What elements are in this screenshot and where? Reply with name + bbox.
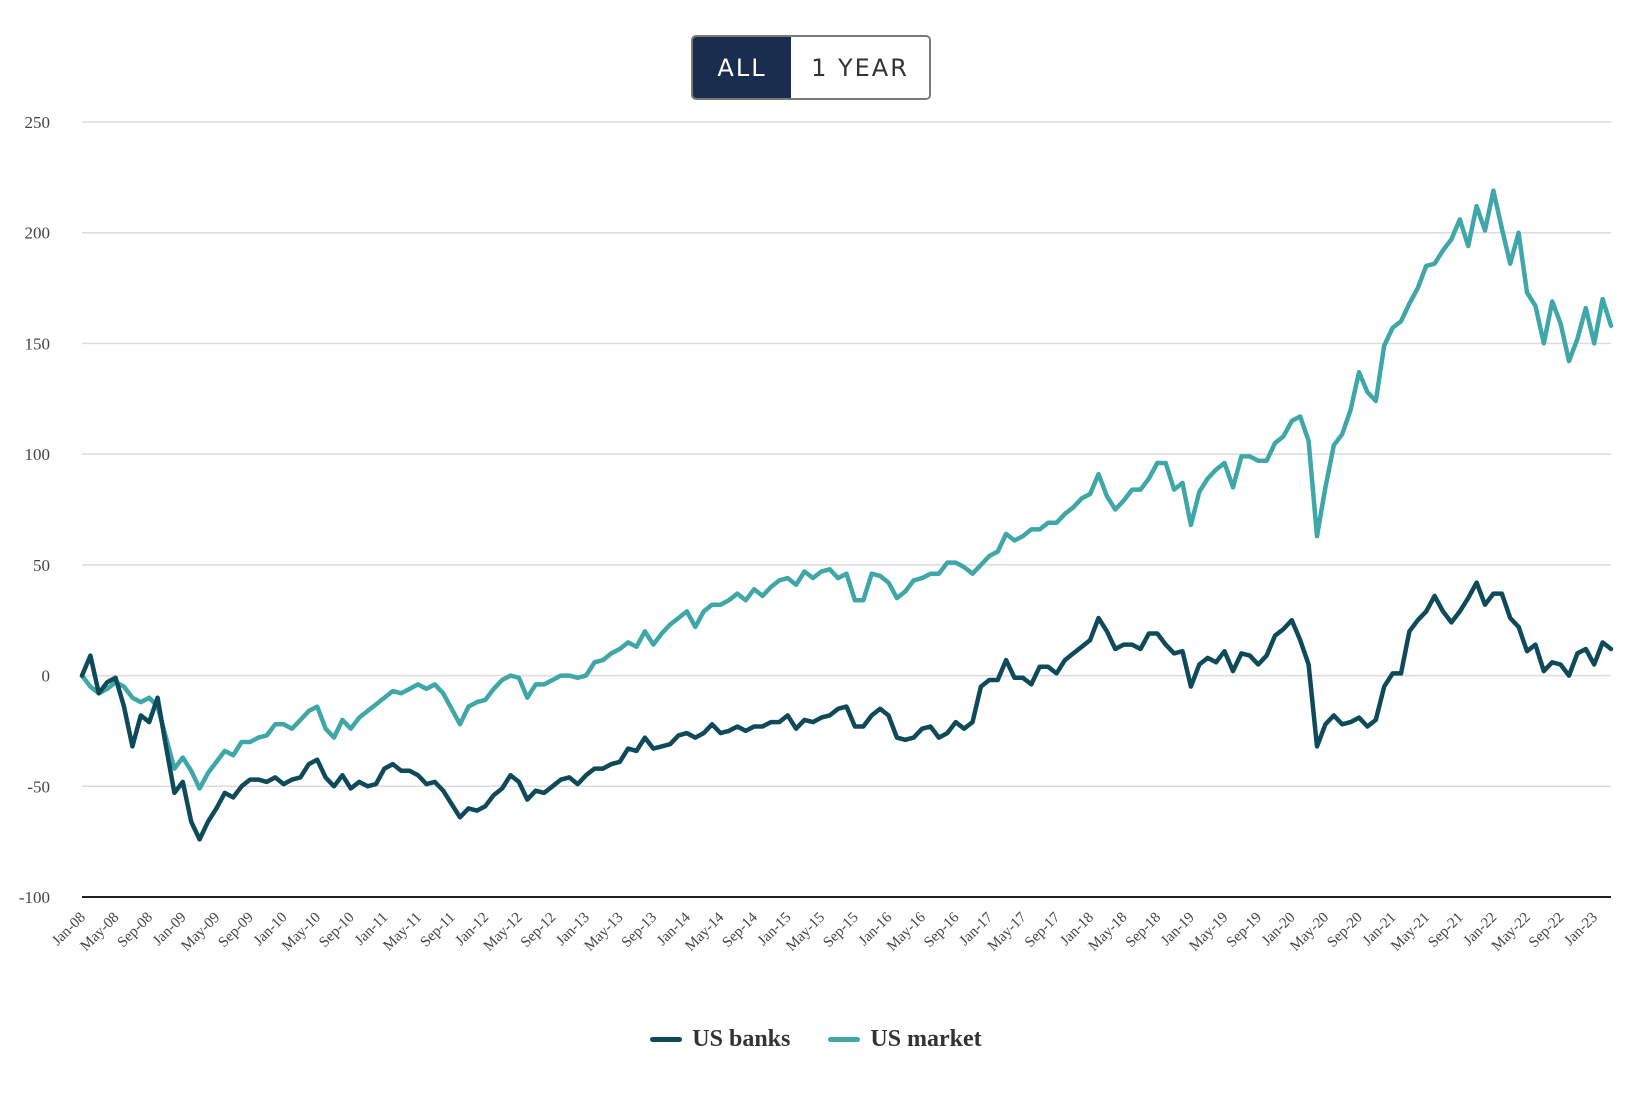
y-tick-label: 0 <box>42 667 51 686</box>
gridlines <box>82 121 1611 898</box>
range-toggle: ALL 1 YEAR <box>691 35 931 100</box>
x-tick-label: May-21 <box>1388 910 1433 955</box>
x-tick-label: Sep-09 <box>215 910 256 951</box>
legend-swatch-us-banks <box>650 1037 683 1042</box>
x-tick-label: Sep-10 <box>316 910 357 951</box>
x-tick-label: Sep-22 <box>1526 910 1567 951</box>
x-tick-label: Sep-19 <box>1224 910 1265 951</box>
x-tick-label: Sep-17 <box>1022 909 1064 951</box>
legend-swatch-us-market <box>828 1037 861 1042</box>
y-tick-label: -50 <box>27 777 50 796</box>
x-tick-label: May-15 <box>783 910 828 955</box>
x-tick-label: May-14 <box>682 909 727 954</box>
legend: US banks US market <box>0 1026 1632 1053</box>
x-tick-label: May-17 <box>985 909 1030 954</box>
x-tick-label: May-22 <box>1489 910 1534 955</box>
x-tick-label: May-08 <box>78 910 123 955</box>
x-tick-label: Sep-11 <box>417 910 458 951</box>
x-tick-label: May-18 <box>1086 910 1131 955</box>
x-tick-label: Jan-23 <box>1561 910 1601 950</box>
x-tick-label: Sep-20 <box>1324 910 1365 951</box>
series-line-us-market <box>79 188 1614 791</box>
series-line-us-banks <box>79 580 1614 842</box>
x-tick-label: Sep-18 <box>1123 910 1164 951</box>
x-axis-ticks: Jan-08May-08Sep-08Jan-09May-09Sep-09Jan-… <box>49 909 1601 954</box>
x-tick-label: Sep-08 <box>115 910 156 951</box>
x-tick-label: Sep-14 <box>720 909 762 951</box>
all-range-button[interactable]: ALL <box>693 37 791 98</box>
x-tick-label: May-19 <box>1186 910 1231 955</box>
series-lines <box>79 188 1614 842</box>
x-tick-label: Sep-21 <box>1425 910 1466 951</box>
y-tick-label: 100 <box>25 445 51 464</box>
y-tick-label: -100 <box>19 888 50 907</box>
line-chart: 250 200 150 100 50 0 -50 -100 Jan-08May-08Sep-0… <box>19 113 1614 954</box>
legend-label-us-market: US market <box>870 1026 982 1052</box>
x-tick-label: Sep-15 <box>820 910 861 951</box>
x-tick-label: Sep-16 <box>921 909 963 951</box>
x-tick-label: May-20 <box>1287 910 1332 955</box>
x-tick-label: May-11 <box>380 910 425 955</box>
y-tick-label: 150 <box>25 334 51 353</box>
x-tick-label: Sep-13 <box>619 910 660 951</box>
x-tick-label: May-16 <box>884 909 929 954</box>
x-tick-label: Sep-12 <box>518 910 559 951</box>
y-tick-label: 250 <box>25 113 51 132</box>
y-tick-label: 50 <box>33 556 50 575</box>
legend-item-us-banks[interactable]: US banks <box>650 1026 790 1053</box>
legend-item-us-market[interactable]: US market <box>828 1026 982 1053</box>
one-year-range-button[interactable]: 1 YEAR <box>791 37 929 98</box>
legend-label-us-banks: US banks <box>692 1026 791 1052</box>
y-axis-ticks: 250 200 150 100 50 0 -50 -100 <box>19 113 50 907</box>
y-tick-label: 200 <box>25 224 51 243</box>
